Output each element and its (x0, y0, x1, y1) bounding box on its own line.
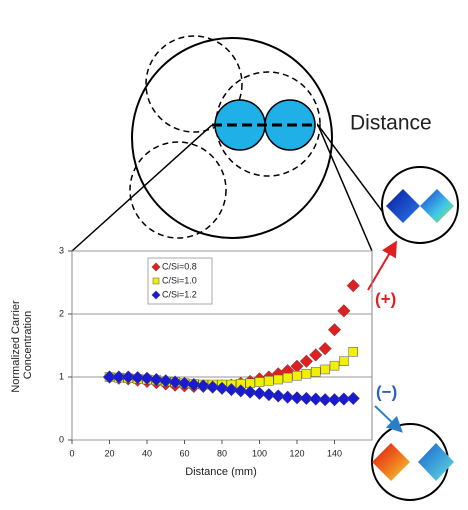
annotation: (−) (376, 382, 397, 401)
y-tick-label: 2 (59, 308, 64, 318)
data-point (254, 377, 265, 387)
data-point (271, 389, 285, 403)
x-tick-label: 20 (104, 448, 114, 458)
x-tick-label: 100 (252, 448, 267, 458)
wafer-diagram (71, 35, 459, 501)
annotation: Distance (350, 112, 432, 135)
data-point (299, 354, 314, 368)
x-tick-label: 0 (69, 448, 74, 458)
y-tick-label: 3 (59, 245, 64, 255)
data-point (348, 347, 358, 357)
x-tick-label: 60 (179, 448, 189, 458)
y-axis-label: Normalized Carrier Concentration (10, 297, 34, 392)
legend-label: C/Si=1.2 (162, 289, 197, 299)
data-point (130, 370, 145, 385)
legend-label: C/Si=0.8 (162, 261, 197, 271)
y-axis-label-line: Concentration (22, 311, 34, 380)
legend-marker (151, 262, 161, 272)
data-point (273, 374, 283, 385)
data-point (320, 364, 330, 375)
data-point (282, 372, 293, 383)
x-tick-label: 80 (217, 448, 227, 458)
data-point (224, 382, 239, 397)
annotation: (+) (375, 289, 396, 308)
data-point (329, 360, 340, 371)
data-point (318, 341, 332, 356)
x-tick-label: 120 (289, 448, 304, 458)
data-point (252, 386, 267, 401)
data-point (337, 304, 351, 318)
data-point (301, 369, 312, 379)
data-point (177, 376, 192, 390)
data-point (290, 391, 304, 405)
x-tick-label: 40 (142, 448, 152, 458)
legend-marker (151, 290, 161, 300)
data-point (327, 323, 342, 337)
data-point (339, 356, 349, 366)
legend-label: C/Si=1.0 (162, 275, 197, 285)
data-point (280, 390, 295, 404)
x-axis-label: Distance (mm) (185, 466, 257, 478)
x-tick-label: 140 (327, 448, 342, 458)
data-point (311, 367, 321, 377)
data-point (121, 370, 135, 384)
legend-marker (152, 277, 160, 285)
data-point (168, 375, 182, 389)
data-point (262, 387, 276, 402)
data-point (346, 391, 360, 406)
data-point (112, 370, 126, 384)
data-point (309, 392, 323, 406)
data-point (149, 372, 164, 387)
data-point (243, 385, 257, 399)
data-point (309, 348, 323, 362)
data-point (346, 278, 360, 293)
data-point (264, 376, 274, 386)
data-point (140, 371, 154, 385)
data-point (205, 380, 220, 394)
data-point (102, 370, 117, 384)
data-point (299, 391, 314, 406)
data-point (159, 374, 173, 388)
data-point (196, 379, 210, 393)
data-point (318, 393, 332, 407)
y-tick-label: 0 (59, 434, 64, 444)
data-point (292, 370, 302, 381)
data-point (187, 377, 201, 392)
data-point (234, 384, 248, 398)
data-point (215, 381, 229, 395)
y-axis-label-line: Normalized Carrier (10, 300, 22, 393)
y-tick-label: 1 (59, 371, 64, 381)
